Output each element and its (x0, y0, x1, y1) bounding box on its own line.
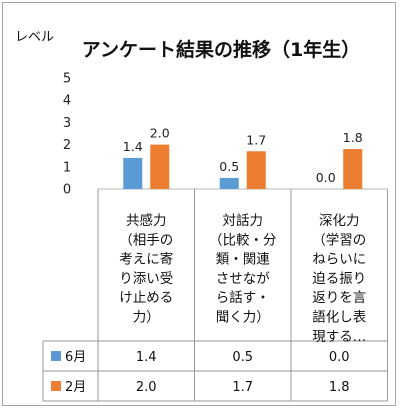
data-label: 2.0 (150, 126, 170, 141)
category-label: 対話力（比較・分類・関連させながら話す・聞く力） (209, 212, 277, 326)
category-label: 共感力（相手の考えに寄り添い受け止める力） (119, 212, 173, 326)
legend-label: 6月 (65, 350, 86, 365)
y-tick-label: 1 (63, 160, 71, 175)
y-axis-label: レベル (15, 30, 54, 45)
bar-february (343, 149, 363, 189)
bar-february (246, 151, 266, 189)
table-cell: 1.4 (136, 350, 157, 365)
legend-label: 2月 (65, 380, 86, 395)
data-label: 1.4 (123, 139, 143, 154)
legend-swatch (51, 351, 61, 361)
data-label: 0.0 (316, 170, 336, 185)
data-label: 1.8 (343, 130, 363, 145)
y-tick-label: 4 (63, 94, 71, 109)
y-tick-label: 0 (63, 183, 71, 198)
legend-swatch (51, 381, 61, 391)
table-cell: 1.8 (329, 380, 350, 395)
table-cell: 1.7 (232, 380, 253, 395)
y-tick-label: 2 (63, 138, 71, 153)
chart-svg: レベル アンケート結果の推移（1年生） 0 1 2 3 4 5 1.4 2.0 0.5 1.7 0… (15, 30, 388, 402)
bar-june (123, 157, 143, 189)
y-tick-label: 5 (63, 72, 71, 87)
chart-frame: レベル アンケート結果の推移（1年生） 0 1 2 3 4 5 1.4 2.0 0.5 1.7 0… (2, 2, 396, 406)
data-label: 0.5 (219, 159, 239, 174)
table-cell: 0.5 (232, 350, 253, 365)
category-label: 深化力（学習のねらいに迫る振り返りを言語化し表現する… (312, 213, 366, 345)
data-label: 1.7 (246, 132, 266, 147)
bar-june (219, 177, 239, 189)
table-cell: 2.0 (136, 380, 157, 395)
table-cell: 0.0 (329, 350, 350, 365)
chart-title: アンケート結果の推移（1年生） (82, 38, 360, 61)
y-tick-label: 3 (63, 116, 71, 131)
bar-february (150, 144, 170, 189)
